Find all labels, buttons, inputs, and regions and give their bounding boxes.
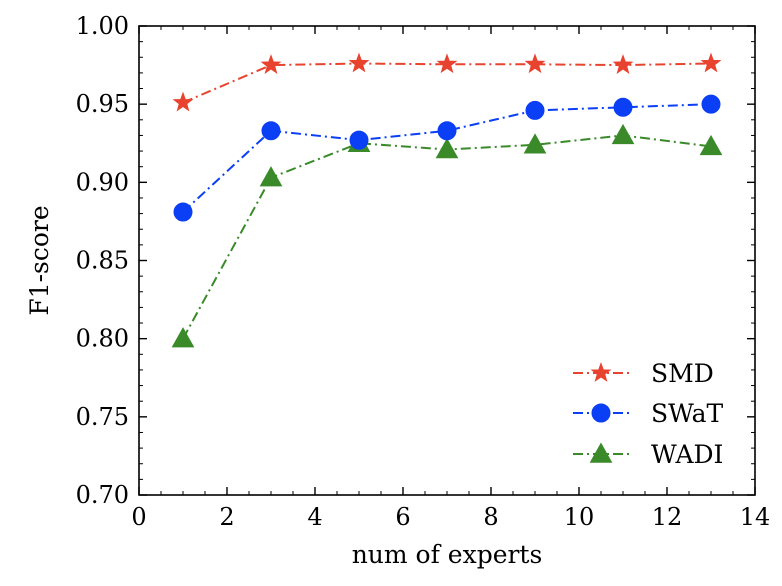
x-tick-label: 4 [307, 503, 322, 531]
data-point-smd [524, 53, 546, 74]
legend-label: WADI [651, 440, 723, 469]
x-tick-label: 6 [395, 503, 410, 531]
y-tick-label: 0.90 [76, 168, 129, 196]
legend-item-swat: SWaT [573, 399, 724, 428]
y-tick-label: 1.00 [76, 12, 129, 40]
y-tick-label: 0.70 [76, 481, 129, 509]
data-point-swat [349, 130, 369, 150]
data-point-smd [172, 91, 194, 112]
series-swat [173, 94, 721, 222]
legend-marker-circle-icon [591, 403, 611, 423]
data-point-wadi [611, 123, 635, 145]
y-tick-label: 0.85 [76, 247, 129, 275]
x-tick-label: 14 [740, 503, 771, 531]
data-point-swat [701, 94, 721, 114]
y-tick-label: 0.95 [76, 90, 129, 118]
x-tick-label: 10 [564, 503, 595, 531]
data-point-wadi [171, 327, 195, 348]
data-point-smd [700, 52, 722, 73]
series-layer [171, 52, 723, 348]
tick-labels-layer: 0 2 4 6 8 10 12 14 0.70 0.75 0.80 0.85 0.90 0.95 1.00 [76, 12, 771, 531]
x-tick-label: 12 [652, 503, 683, 531]
x-axis-label: num of experts [352, 540, 543, 569]
y-axis-label: F1-score [25, 205, 54, 315]
legend: SMD SWaT WADI [573, 359, 724, 469]
data-point-swat [613, 97, 633, 117]
legend-item-wadi: WADI [573, 440, 723, 469]
legend-marker-star-icon [590, 362, 612, 382]
data-point-wadi [259, 166, 283, 187]
data-point-wadi [523, 133, 547, 154]
x-tick-label: 0 [131, 503, 146, 531]
data-point-smd [260, 54, 282, 74]
legend-label: SWaT [651, 399, 724, 428]
legend-label: SMD [651, 359, 714, 388]
data-point-wadi [699, 134, 723, 156]
data-point-swat [261, 121, 281, 141]
data-point-smd [436, 53, 458, 74]
series-line-smd [182, 62, 712, 104]
data-point-swat [437, 121, 457, 141]
legend-marker-triangle-icon [589, 442, 613, 463]
series-line-wadi [182, 134, 712, 340]
plot-frame [138, 25, 756, 496]
y-tick-label: 0.75 [76, 403, 129, 431]
data-point-smd [612, 54, 634, 74]
x-tick-label: 2 [219, 503, 234, 531]
data-point-wadi [435, 137, 459, 159]
legend-item-smd: SMD [573, 359, 714, 388]
data-point-smd [348, 52, 370, 73]
data-point-swat [525, 100, 545, 120]
series-smd [172, 52, 722, 112]
series-wadi [171, 123, 723, 348]
data-point-swat [173, 202, 193, 222]
y-tick-label: 0.80 [76, 325, 129, 353]
x-tick-label: 8 [483, 503, 498, 531]
